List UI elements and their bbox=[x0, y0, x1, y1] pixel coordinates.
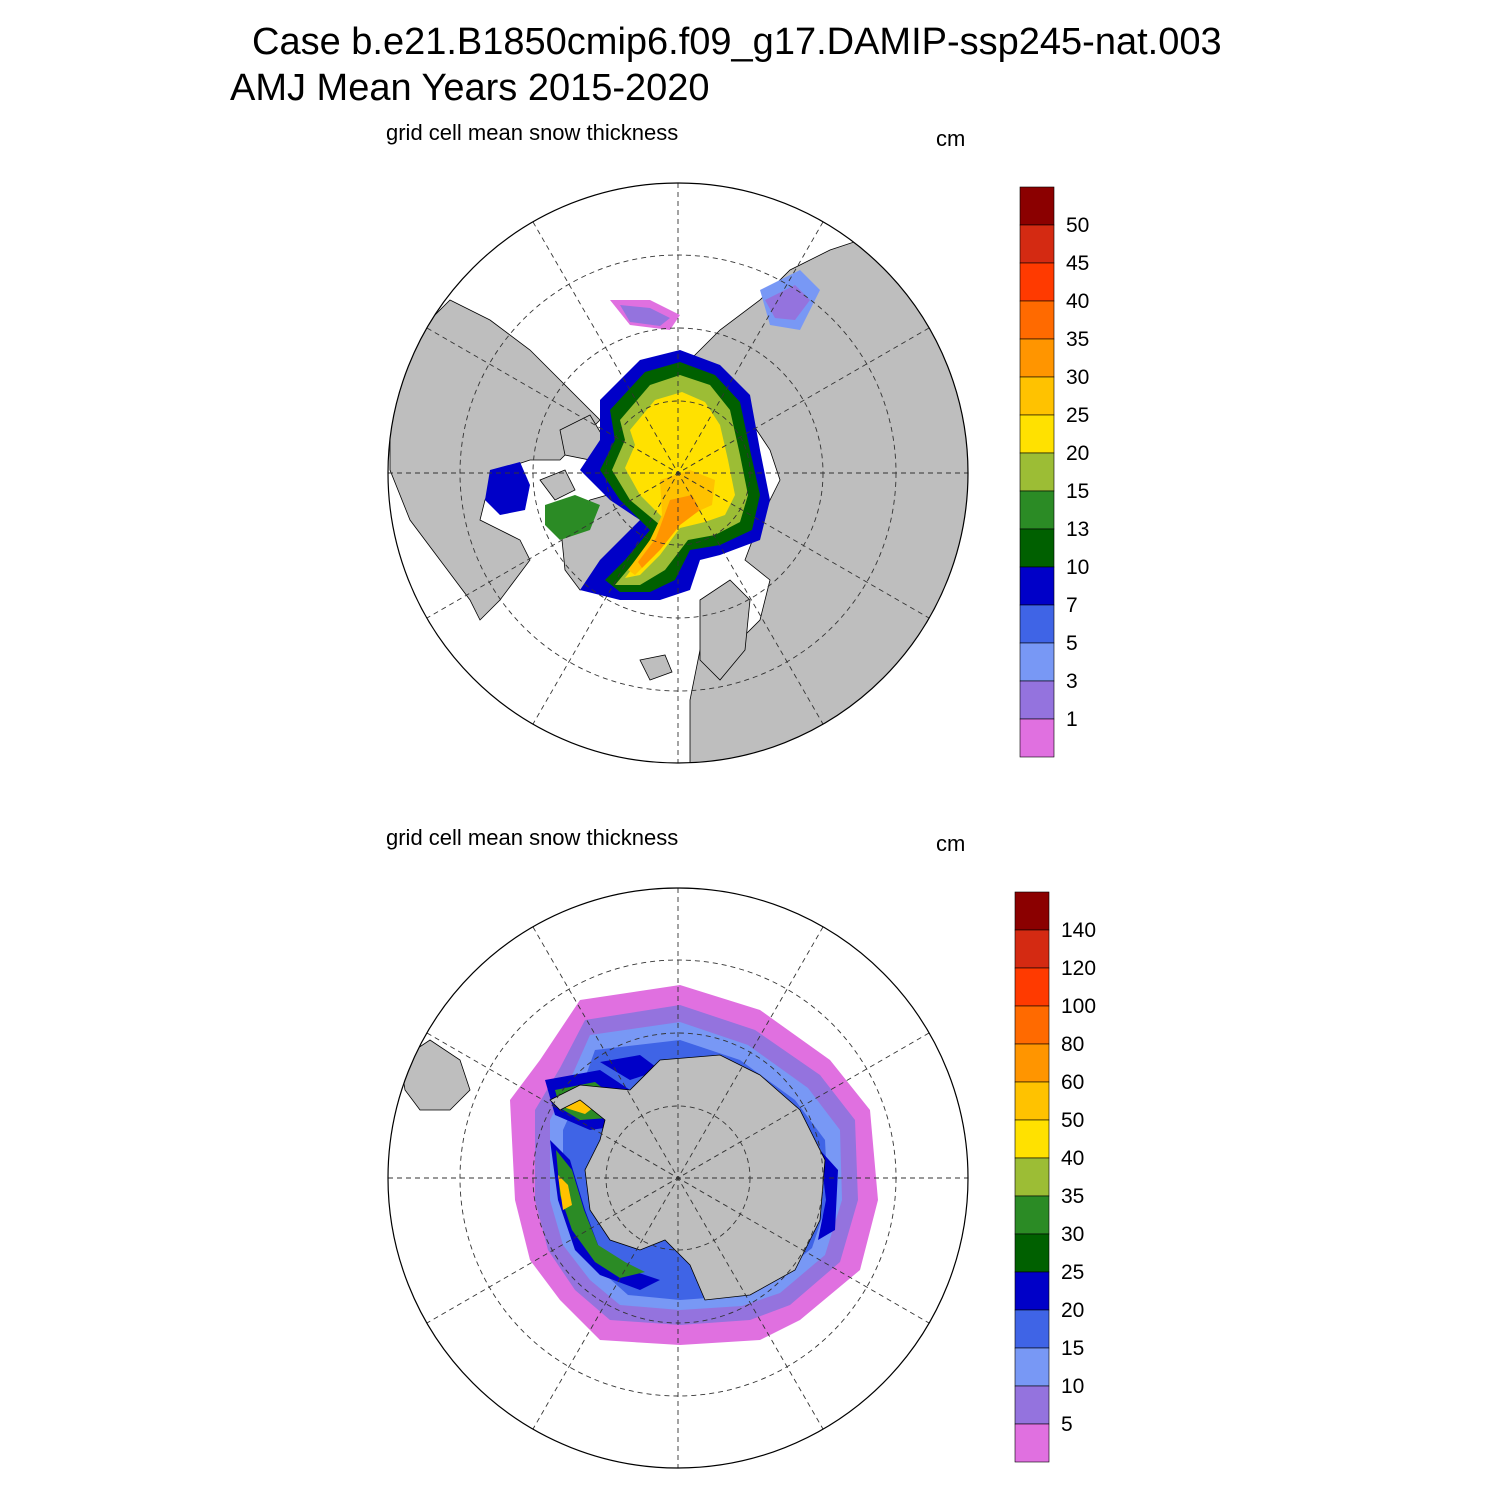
south-colorbar-label: 35 bbox=[1061, 1185, 1084, 1208]
north-colorbar-label: 13 bbox=[1066, 518, 1089, 541]
north-colorbar-label: 45 bbox=[1066, 252, 1089, 275]
south-colorbar-box bbox=[1014, 1005, 1050, 1045]
south-colorbar-box bbox=[1014, 929, 1050, 969]
south-colorbar-label: 140 bbox=[1061, 919, 1096, 942]
south-colorbar-box bbox=[1014, 1309, 1050, 1349]
north-colorbar-box bbox=[1019, 718, 1055, 758]
south-colorbar-box bbox=[1014, 1157, 1050, 1197]
south-colorbar-label: 5 bbox=[1061, 1413, 1073, 1436]
north-colorbar-label: 40 bbox=[1066, 290, 1089, 313]
south-panel-title: grid cell mean snow thickness bbox=[386, 825, 679, 850]
south-colorbar-box bbox=[1014, 1271, 1050, 1311]
north-colorbar-box bbox=[1019, 300, 1055, 340]
north-colorbar-label: 1 bbox=[1066, 708, 1078, 731]
north-colorbar-label: 25 bbox=[1066, 404, 1089, 427]
north-units-label: cm bbox=[936, 126, 966, 151]
south-land bbox=[399, 1039, 826, 1301]
south-colorbar-box bbox=[1014, 1119, 1050, 1159]
north-colorbar-box bbox=[1019, 414, 1055, 454]
south-colorbar-label: 20 bbox=[1061, 1299, 1084, 1322]
north-colorbar-box bbox=[1019, 452, 1055, 492]
south-colorbar-box bbox=[1014, 1195, 1050, 1235]
south-polar-map bbox=[387, 887, 969, 1469]
south-colorbar: 140 120 100 80 60 50 40 35 30 25 20 15 10 5 bbox=[1014, 891, 1096, 1463]
north-colorbar-label: 3 bbox=[1066, 670, 1078, 693]
north-polar-map bbox=[387, 182, 969, 764]
south-colorbar-box bbox=[1014, 1081, 1050, 1121]
south-map-border bbox=[387, 887, 969, 1469]
north-colorbar-box bbox=[1019, 338, 1055, 378]
iceland-land bbox=[639, 654, 673, 681]
south-colorbar-label: 30 bbox=[1061, 1223, 1084, 1246]
north-colorbar-box bbox=[1019, 186, 1055, 226]
north-colorbar-box bbox=[1019, 490, 1055, 530]
north-colorbar-box bbox=[1019, 566, 1055, 606]
north-colorbar-box bbox=[1019, 376, 1055, 416]
north-colorbar-box bbox=[1019, 604, 1055, 644]
south-america-land bbox=[399, 1039, 471, 1111]
north-colorbar: 50 45 40 35 30 25 20 15 13 10 7 5 3 1 bbox=[1019, 186, 1089, 758]
south-colorbar-box bbox=[1014, 1233, 1050, 1273]
south-colorbar-box bbox=[1014, 1043, 1050, 1083]
north-colorbar-label: 20 bbox=[1066, 442, 1089, 465]
north-colorbar-label: 10 bbox=[1066, 556, 1089, 579]
south-colorbar-label: 80 bbox=[1061, 1033, 1084, 1056]
south-colorbar-label: 25 bbox=[1061, 1261, 1084, 1284]
north-colorbar-box bbox=[1019, 642, 1055, 682]
north-graticule bbox=[388, 183, 968, 763]
south-colorbar-label: 10 bbox=[1061, 1375, 1084, 1398]
north-colorbar-label: 5 bbox=[1066, 632, 1078, 655]
north-colorbar-box bbox=[1019, 528, 1055, 568]
south-graticule bbox=[388, 888, 968, 1468]
arctic-island bbox=[539, 469, 576, 501]
figure-title-case: Case b.e21.B1850cmip6.f09_g17.DAMIP-ssp2… bbox=[252, 21, 1222, 63]
south-colorbar-box bbox=[1014, 1347, 1050, 1387]
south-colorbar-label: 100 bbox=[1061, 995, 1096, 1018]
south-colorbar-label: 60 bbox=[1061, 1071, 1084, 1094]
north-colorbar-label: 35 bbox=[1066, 328, 1089, 351]
antarctica-land bbox=[549, 1054, 826, 1301]
south-units-label: cm bbox=[936, 831, 966, 856]
south-colorbar-box bbox=[1014, 1385, 1050, 1425]
south-colorbar-label: 40 bbox=[1061, 1147, 1084, 1170]
north-colorbar-box bbox=[1019, 262, 1055, 302]
north-colorbar-label: 50 bbox=[1066, 214, 1089, 237]
south-colorbar-label: 50 bbox=[1061, 1109, 1084, 1132]
north-colorbar-label: 15 bbox=[1066, 480, 1089, 503]
south-colorbar-label: 15 bbox=[1061, 1337, 1084, 1360]
figure-title-period: AMJ Mean Years 2015-2020 bbox=[230, 67, 710, 109]
south-colorbar-box bbox=[1014, 891, 1050, 931]
north-colorbar-label: 7 bbox=[1066, 594, 1078, 617]
north-map-border bbox=[387, 182, 969, 764]
north-panel-title: grid cell mean snow thickness bbox=[386, 120, 679, 145]
south-colorbar-box bbox=[1014, 1423, 1050, 1463]
north-colorbar-label: 30 bbox=[1066, 366, 1089, 389]
south-colorbar-box bbox=[1014, 967, 1050, 1007]
north-colorbar-box bbox=[1019, 680, 1055, 720]
south-colorbar-label: 120 bbox=[1061, 957, 1096, 980]
north-snow-field bbox=[485, 270, 820, 600]
north-colorbar-box bbox=[1019, 224, 1055, 264]
